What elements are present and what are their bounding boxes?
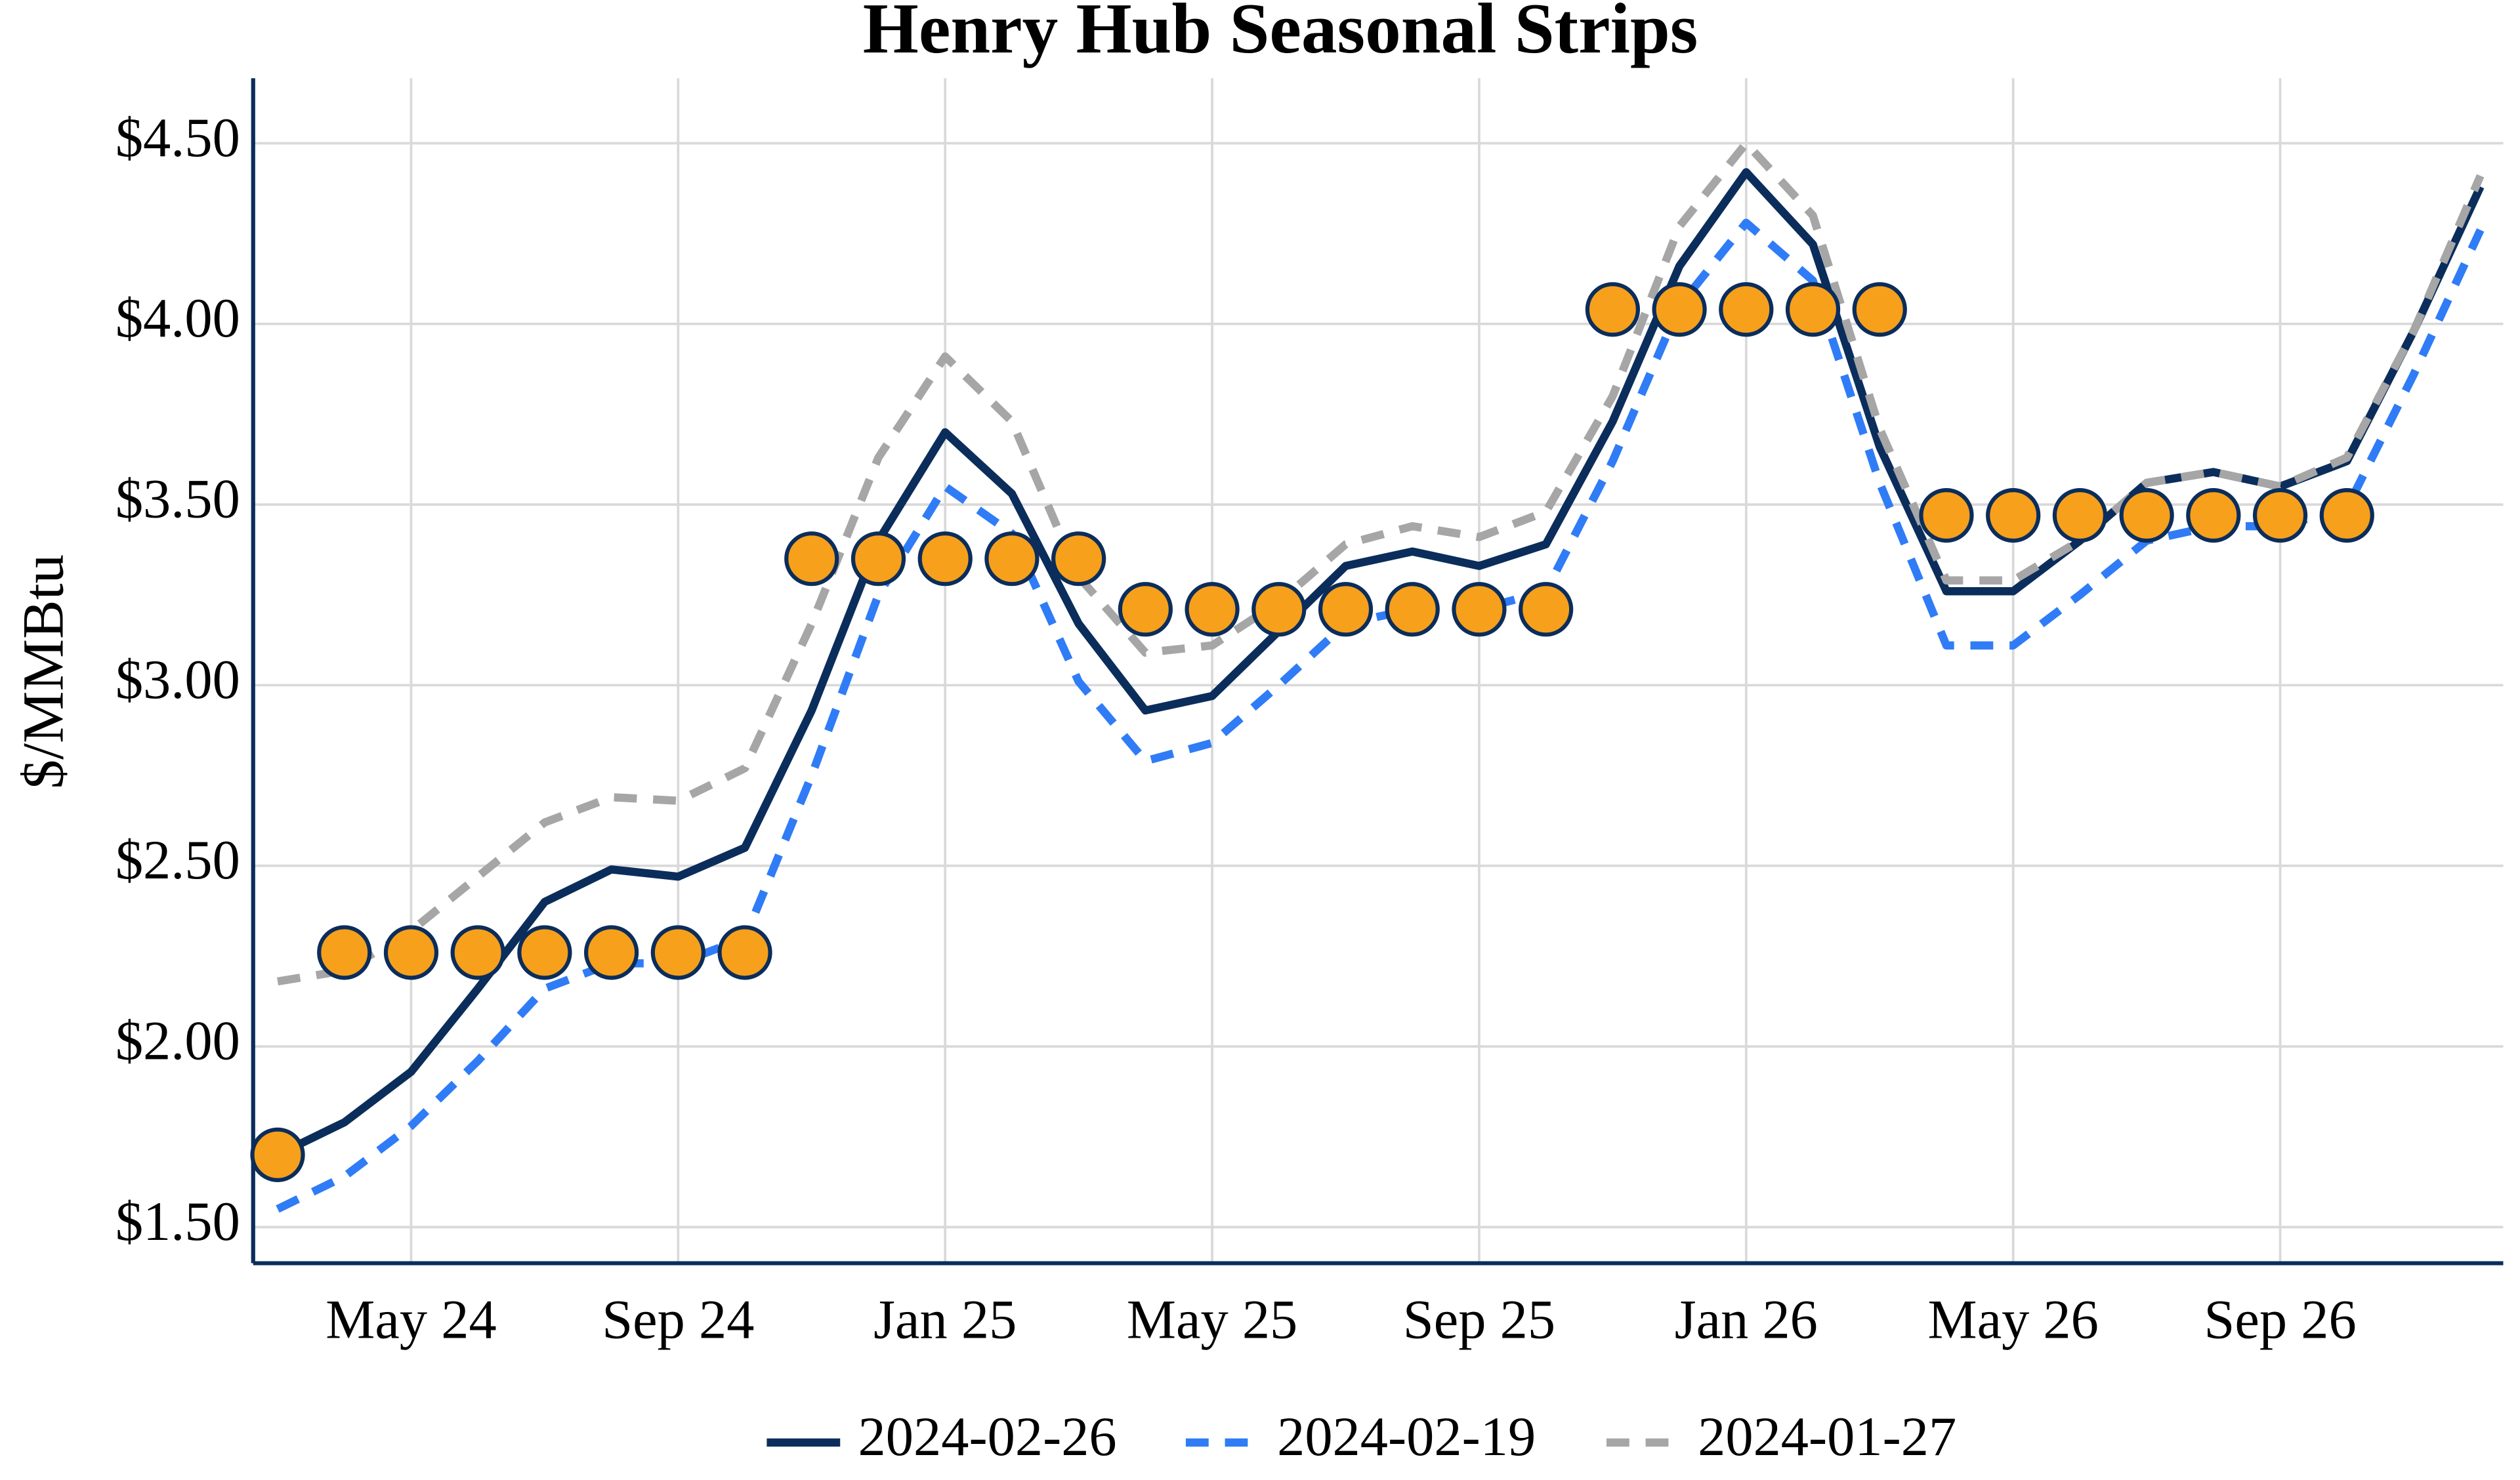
strip-marker — [1051, 531, 1106, 586]
strip-marker — [1251, 582, 1307, 637]
strip-marker — [517, 925, 572, 980]
strip-marker — [250, 1127, 305, 1182]
y-axis-label: $/MMBtu — [11, 554, 76, 789]
plot — [250, 139, 2485, 1213]
strip-marker — [383, 925, 439, 980]
strip-marker — [2319, 487, 2374, 543]
strip-marker — [1652, 282, 1707, 337]
x-tick-label: Sep 24 — [602, 1289, 754, 1350]
strip-marker — [1318, 582, 1374, 637]
grid: $1.50 $2.00 $2.50 $3.00 $3.50 $4.00 $4.50 May 2… — [116, 78, 2504, 1350]
strip-marker — [584, 925, 639, 980]
strip-marker — [2119, 487, 2174, 543]
strip-marker — [2052, 487, 2108, 543]
strip-marker — [2252, 487, 2308, 543]
y-tick-label: $3.00 — [116, 649, 240, 710]
x-tick-label: Jan 26 — [1675, 1289, 1818, 1350]
series-line — [277, 139, 2485, 986]
series-line — [276, 218, 2485, 1213]
strip-marker — [1719, 282, 1774, 337]
strip-marker — [1118, 582, 1173, 637]
y-tick-label: $4.00 — [116, 288, 240, 349]
strip-marker — [1185, 582, 1240, 637]
y-tick-label: $3.50 — [116, 468, 240, 529]
chart-title: Henry Hub Seasonal Strips — [863, 0, 1698, 68]
strip-marker — [1385, 582, 1440, 637]
y-tick-label: $4.50 — [116, 108, 240, 169]
strip-marker — [1986, 487, 2041, 543]
strip-marker — [1919, 487, 1974, 543]
y-tick-label: $1.50 — [116, 1191, 240, 1252]
legend-label: 2024-02-19 — [1277, 1407, 1536, 1468]
y-tick-label: $2.50 — [116, 830, 240, 891]
x-tick-label: Sep 25 — [1403, 1289, 1555, 1350]
legend-label: 2024-01-27 — [1698, 1407, 1956, 1468]
strip-marker — [717, 925, 772, 980]
strip-marker — [1519, 582, 1574, 637]
strip-marker — [2186, 487, 2241, 543]
strip-marker — [917, 531, 973, 586]
x-tick-label: Jan 25 — [873, 1289, 1017, 1350]
strip-marker — [1585, 282, 1641, 337]
strip-marker — [450, 925, 505, 980]
legend: 2024-02-26 2024-02-19 2024-01-27 — [766, 1407, 1956, 1468]
x-tick-label: May 26 — [1927, 1289, 2098, 1350]
strip-marker — [1452, 582, 1507, 637]
strip-marker — [317, 925, 372, 980]
strip-marker — [650, 925, 705, 980]
legend-label: 2024-02-26 — [858, 1407, 1117, 1468]
series-line — [276, 168, 2485, 1159]
strip-marker — [784, 531, 839, 586]
x-tick-label: May 25 — [1127, 1289, 1297, 1350]
strip-marker — [1785, 282, 1841, 337]
x-tick-label: Sep 26 — [2204, 1289, 2356, 1350]
x-tick-label: May 24 — [326, 1289, 496, 1350]
strip-marker — [984, 531, 1040, 586]
strip-marker — [850, 531, 906, 586]
y-tick-label: $2.00 — [116, 1011, 240, 1072]
strip-marker — [1852, 282, 1907, 337]
